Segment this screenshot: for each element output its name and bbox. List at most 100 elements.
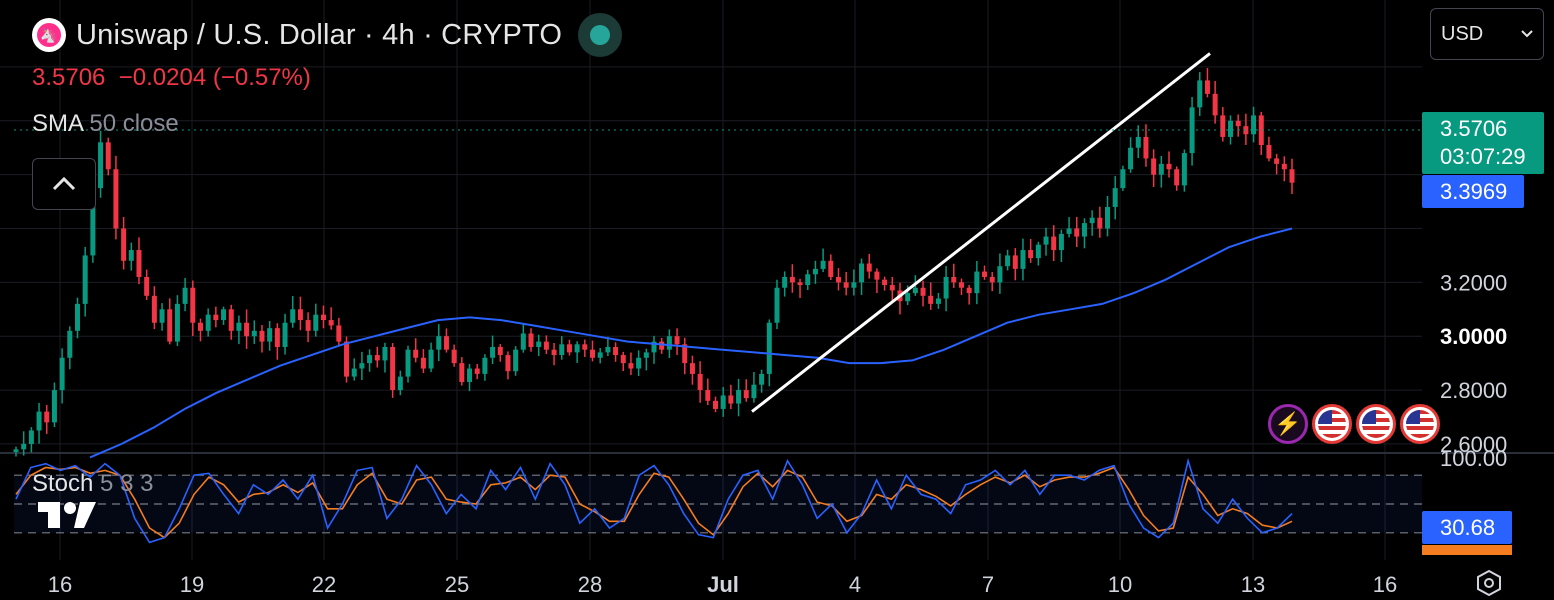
time-tick-label: 16 xyxy=(1373,572,1397,597)
candle-body xyxy=(966,287,972,294)
candle-body xyxy=(1281,163,1287,170)
stoch-name: Stoch xyxy=(32,470,94,497)
price-tick-label: 2.6000 xyxy=(1440,432,1507,457)
candle-body xyxy=(536,341,542,347)
candle-body xyxy=(328,320,334,326)
candle-body xyxy=(843,282,849,288)
candle-body xyxy=(113,169,119,229)
us-flag-event-icon[interactable] xyxy=(1312,404,1352,444)
candle-body xyxy=(828,260,834,277)
candle-body xyxy=(420,357,426,369)
current-price-value: 3.5706 xyxy=(1440,116,1508,141)
price-tick-label: 3.0000 xyxy=(1440,324,1507,349)
candle-body xyxy=(213,314,219,321)
sma-legend[interactable]: SMA 50 close xyxy=(32,110,179,138)
lightning-event-icon[interactable]: ⚡ xyxy=(1268,404,1308,444)
candle-body xyxy=(390,346,396,391)
uniswap-logo-icon: 🦄 xyxy=(32,18,66,52)
candle-body xyxy=(689,363,695,374)
candle-body xyxy=(267,328,273,342)
candle-body xyxy=(374,355,380,361)
candle-body xyxy=(1066,228,1072,234)
candle-body xyxy=(1081,223,1087,237)
candle-body xyxy=(1189,107,1195,154)
candle-body xyxy=(1135,136,1141,148)
economic-events: ⚡ xyxy=(1268,404,1440,444)
candle-body xyxy=(651,341,657,353)
candle-body xyxy=(90,188,96,256)
candle-body xyxy=(728,395,734,404)
candle-body xyxy=(659,341,665,350)
candle-body xyxy=(144,276,150,296)
candle-body xyxy=(290,309,296,323)
candle-body xyxy=(1120,169,1126,189)
candle-body xyxy=(513,349,519,372)
settings-icon[interactable] xyxy=(1474,568,1504,598)
candle-body xyxy=(1212,93,1218,116)
candle-body xyxy=(1128,147,1134,170)
candle-body xyxy=(282,322,288,347)
collapse-legend-button[interactable] xyxy=(32,158,96,210)
time-tick-label: 16 xyxy=(48,572,72,597)
candle-body xyxy=(736,390,742,404)
symbol-title[interactable]: Uniswap / U.S. Dollar · 4h · CRYPTO xyxy=(76,18,563,51)
us-flag-event-icon[interactable] xyxy=(1356,404,1396,444)
candle-body xyxy=(666,336,672,350)
stoch-k-tag: 30.68 xyxy=(1422,511,1512,544)
candle-body xyxy=(443,336,449,350)
candle-body xyxy=(1174,169,1180,186)
candle-body xyxy=(705,390,711,401)
stoch-d-tag xyxy=(1422,545,1512,555)
candle-body xyxy=(313,314,319,331)
us-flag-event-icon[interactable] xyxy=(1400,404,1440,444)
candle-body xyxy=(1274,158,1280,164)
candlestick-series xyxy=(13,68,1295,457)
candle-body xyxy=(459,363,465,382)
market-status-icon[interactable] xyxy=(578,13,623,57)
candle-body xyxy=(351,368,357,377)
candle-body xyxy=(136,250,142,277)
candle-body xyxy=(1228,120,1234,137)
candle-body xyxy=(997,266,1003,283)
symbol-header: 🦄 Uniswap / U.S. Dollar · 4h · CRYPTO xyxy=(32,13,623,57)
candle-body xyxy=(251,330,257,337)
chevron-down-icon xyxy=(1521,30,1533,38)
candle-body xyxy=(566,344,572,353)
currency-select[interactable]: USD xyxy=(1430,8,1544,60)
time-tick-label: Jul xyxy=(707,572,739,597)
candle-body xyxy=(782,276,788,288)
candle-body xyxy=(28,430,34,444)
stoch-legend[interactable]: Stoch 5 3 3 xyxy=(32,470,153,498)
candle-body xyxy=(574,344,580,353)
candle-body xyxy=(1204,80,1210,94)
candle-body xyxy=(505,355,511,372)
candle-body xyxy=(36,411,42,431)
time-tick-label: 22 xyxy=(312,572,336,597)
candle-body xyxy=(305,320,311,331)
candle-body xyxy=(766,322,772,374)
candle-body xyxy=(774,287,780,323)
candle-body xyxy=(1166,163,1172,170)
time-tick-label: 13 xyxy=(1241,572,1265,597)
candle-body xyxy=(751,384,757,399)
candle-body xyxy=(244,322,250,337)
candle-body xyxy=(336,325,342,342)
candle-body xyxy=(1220,115,1226,137)
candle-body xyxy=(397,376,403,391)
sma-value-tag: 3.3969 xyxy=(1422,175,1524,208)
candle-body xyxy=(982,271,988,277)
candle-body xyxy=(582,344,588,350)
candle-body xyxy=(467,368,473,382)
candle-body xyxy=(597,352,603,358)
candle-countdown: 03:07:29 xyxy=(1440,144,1526,169)
candle-body xyxy=(197,322,203,331)
price-readout: 3.5706 −0.0204 (−0.57%) xyxy=(32,64,311,92)
candle-body xyxy=(98,142,104,189)
candle-body xyxy=(474,368,480,374)
candle-body xyxy=(405,349,411,377)
candle-body xyxy=(159,309,165,323)
candle-body xyxy=(590,349,596,358)
candle-body xyxy=(1012,255,1018,269)
